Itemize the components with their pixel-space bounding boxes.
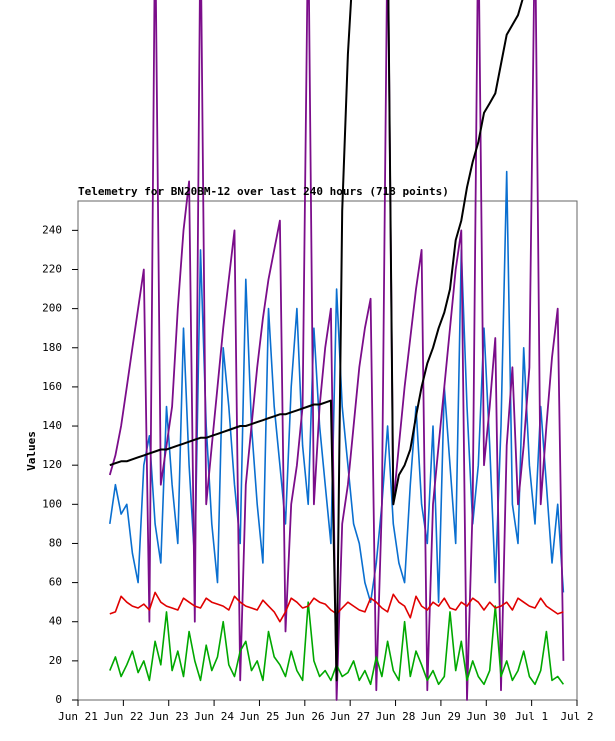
y-tick-label: 120 bbox=[42, 458, 62, 471]
series-line bbox=[109, 0, 524, 682]
y-tick-label: 220 bbox=[42, 262, 62, 275]
y-tick-label: 20 bbox=[49, 654, 62, 667]
y-tick-label: 160 bbox=[42, 380, 62, 393]
y-axis-label: Values bbox=[25, 431, 38, 471]
y-tick-label: 200 bbox=[42, 302, 62, 315]
x-tick-label: Jun 23 bbox=[149, 710, 189, 723]
x-tick-label: Jun 21 bbox=[58, 710, 98, 723]
plot-frame bbox=[77, 200, 578, 701]
y-tick-label: 100 bbox=[42, 497, 62, 510]
series-line bbox=[109, 170, 565, 603]
y-tick-label: 0 bbox=[55, 693, 62, 706]
y-tick-label: 240 bbox=[42, 223, 62, 236]
series-line bbox=[108, 0, 565, 701]
x-tick-label: Jun 30 bbox=[466, 710, 506, 723]
y-tick-label: 180 bbox=[42, 341, 62, 354]
x-tick-label: Jun 28 bbox=[376, 710, 416, 723]
chart-title: Telemetry for BN20BM-12 over last 240 ho… bbox=[78, 185, 449, 198]
x-tick-label: Jun 25 bbox=[240, 710, 280, 723]
y-tick-label: 80 bbox=[49, 536, 62, 549]
x-tick-label: Jun 22 bbox=[103, 710, 143, 723]
x-tick-label: Jul 2 bbox=[560, 710, 593, 723]
y-tick-label: 140 bbox=[42, 419, 62, 432]
x-tick-label: Jun 27 bbox=[330, 710, 370, 723]
series-layer bbox=[108, 0, 565, 701]
x-tick-label: Jul 1 bbox=[515, 710, 548, 723]
x-tick-label: Jun 26 bbox=[285, 710, 325, 723]
y-tick-label: 40 bbox=[49, 615, 62, 628]
x-tick-label: Jun 29 bbox=[421, 710, 461, 723]
x-tick-label: Jun 24 bbox=[194, 710, 234, 723]
y-tick-label: 60 bbox=[49, 576, 62, 589]
